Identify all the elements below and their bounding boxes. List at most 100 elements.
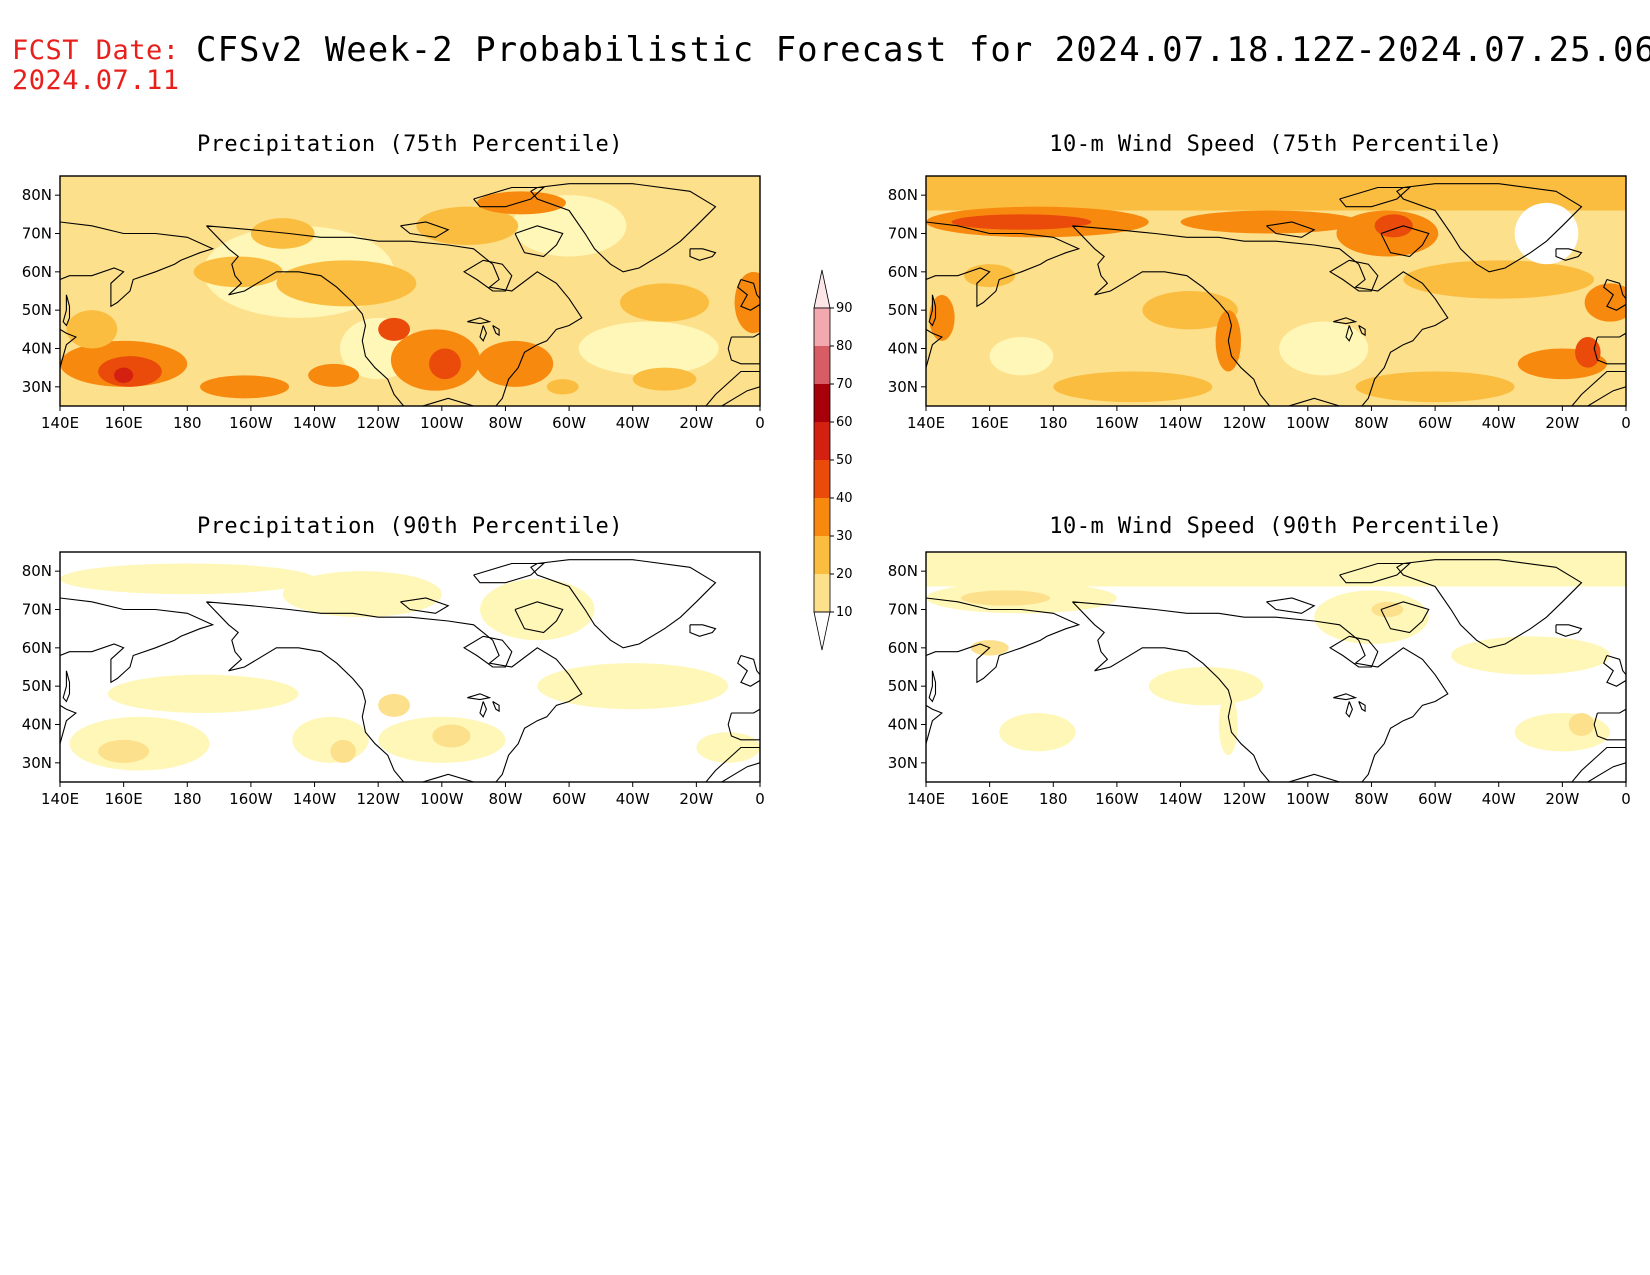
elevated-area	[66, 310, 118, 349]
lon-tick-label: 40W	[616, 414, 650, 432]
coastline-japan	[926, 704, 943, 745]
coastline-iceland	[689, 248, 717, 261]
lon-tick-label: 140E	[41, 790, 79, 808]
plot-frame	[925, 175, 1627, 407]
high-area	[476, 340, 554, 387]
moderate-area	[961, 590, 1051, 606]
map-wind-75: 80N 70N 60N 50N 40N 30N 140E 160E 180 160W 140W 120…	[888, 175, 1631, 432]
coastline-europe	[727, 332, 760, 365]
low-prob-area	[107, 674, 299, 713]
coastline-hudsonbay	[1329, 635, 1379, 668]
coastline-europe	[1593, 332, 1626, 365]
coastline-iceland	[1555, 624, 1583, 637]
low-prob-area	[1451, 636, 1611, 675]
plot-frame	[925, 551, 1627, 783]
lon-tick-label: 140E	[41, 414, 79, 432]
lon-tick-label: 140E	[907, 414, 945, 432]
shaded-probability-field	[926, 552, 1626, 782]
lat-tick-label: 70N	[888, 225, 918, 243]
lat-tick-label: 30N	[22, 378, 52, 396]
lat-tick-label: 30N	[888, 754, 918, 772]
colorbar-segment	[814, 498, 830, 536]
lat-tick-label: 40N	[888, 340, 918, 358]
lon-tick-label: 140W	[293, 414, 337, 432]
coastline-ellesmere	[1339, 562, 1412, 584]
coastline-baffin	[514, 601, 564, 634]
coastline-lakesup	[1333, 317, 1358, 325]
colorbar-segment	[814, 574, 830, 612]
elevated-area	[620, 283, 710, 322]
coastline-africa	[705, 370, 760, 406]
elevated-area	[1355, 371, 1515, 403]
lon-tick-label: 140W	[293, 790, 337, 808]
coastline-asia	[926, 221, 1081, 308]
coastline-lakehuron	[492, 701, 500, 713]
colorbar-tick-label: 80	[836, 339, 853, 354]
coastline-victoria	[400, 221, 450, 238]
lat-tick-label: 50N	[888, 301, 918, 319]
coastline-greenland	[1396, 559, 1583, 649]
low-prob-area	[282, 571, 442, 618]
lon-tick-label: 0	[755, 414, 765, 432]
lon-tick-label: 180	[173, 790, 202, 808]
low-prob-area	[999, 713, 1076, 752]
lat-tick-label: 40N	[22, 340, 52, 358]
lat-tick-label: 60N	[888, 639, 918, 657]
lon-tick-label: 80W	[488, 790, 522, 808]
high-area	[1584, 283, 1626, 322]
forecast-date-label: FCST Date: 2024.07.11	[12, 36, 180, 96]
lat-tick-label: 50N	[888, 677, 918, 695]
colorbar-tick-label: 90	[836, 301, 853, 316]
lat-tick-label: 70N	[22, 225, 52, 243]
lon-tick-label: 180	[173, 414, 202, 432]
lon-tick-label: 60W	[1418, 414, 1452, 432]
colorbar-tick-label: 70	[836, 377, 853, 392]
coastline-ellesmere	[473, 562, 546, 584]
shaded-probability-field	[926, 176, 1626, 406]
lon-tick-label: 120W	[1222, 414, 1266, 432]
colorbar-segment	[814, 346, 830, 384]
coastline-asia	[926, 597, 1081, 684]
low-prob-area	[578, 321, 719, 376]
lon-tick-label: 60W	[552, 414, 586, 432]
colorbar-segment	[814, 536, 830, 574]
colorbar-bottom-cap	[813, 611, 831, 651]
lon-tick-label: 160E	[105, 414, 143, 432]
coastline-japan	[60, 704, 77, 745]
coastline-lakemich	[479, 325, 487, 342]
coastline-britain	[737, 278, 760, 311]
coastline-sakhalin	[928, 294, 937, 327]
coastline-africa	[705, 746, 760, 782]
lon-tick-label: 80W	[488, 414, 522, 432]
colorbar-segment	[814, 460, 830, 498]
lon-tick-label: 160W	[1095, 790, 1139, 808]
lat-tick-label: 50N	[22, 677, 52, 695]
lat-tick-label: 40N	[888, 716, 918, 734]
lon-tick-label: 40W	[616, 790, 650, 808]
lat-tick-label: 70N	[888, 601, 918, 619]
coastlines	[926, 559, 1626, 782]
coastline-lakesup	[467, 317, 492, 325]
high-area	[1180, 210, 1359, 234]
moderate-area	[378, 693, 410, 717]
lon-tick-label: 140E	[907, 790, 945, 808]
colorbar-tick-label: 20	[836, 567, 853, 582]
low-prob-area	[292, 716, 369, 763]
lon-tick-label: 160E	[105, 790, 143, 808]
arctic-band	[926, 176, 1626, 211]
coastline-hudsonbay	[463, 635, 513, 668]
lon-tick-label: 20W	[679, 790, 713, 808]
colorbar-tick-label: 50	[836, 453, 853, 468]
coastline-japan	[926, 328, 943, 369]
elevated-area	[1142, 291, 1238, 330]
lon-tick-label: 80W	[1354, 790, 1388, 808]
lon-tick-label: 60W	[552, 790, 586, 808]
panel-title-wind-75: 10-m Wind Speed (75th Percentile)	[1049, 132, 1503, 157]
coastline-sakhalin	[62, 670, 71, 703]
coastline-britain	[1603, 278, 1626, 311]
forecast-date-caption: FCST Date:	[12, 35, 180, 66]
coastline-victoria	[400, 597, 450, 614]
plot-frame	[59, 551, 761, 783]
moderate-area	[330, 739, 356, 763]
colorbar-tick-label: 40	[836, 491, 853, 506]
